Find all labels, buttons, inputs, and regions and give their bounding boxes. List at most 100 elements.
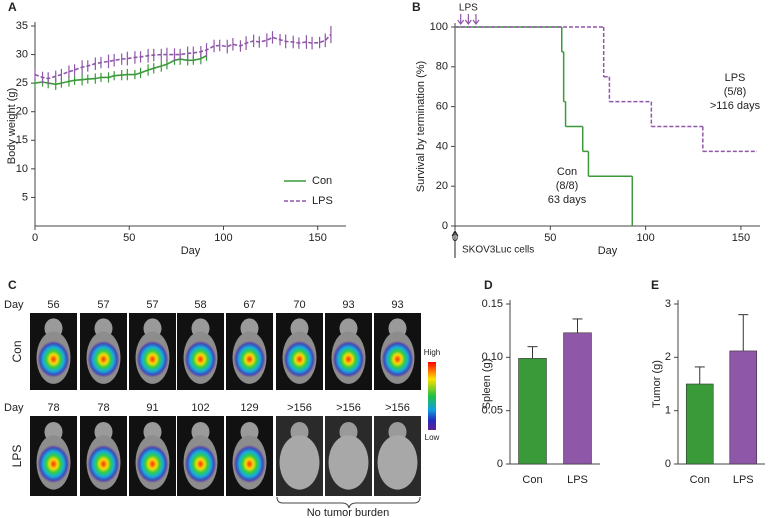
x-tick-label: 0 xyxy=(32,232,38,244)
bioluminescence xyxy=(233,444,266,484)
bioluminescence xyxy=(37,444,70,484)
y-tick-label: 3 xyxy=(665,298,671,310)
colorbar-high: High xyxy=(424,348,440,357)
day-value: 70 xyxy=(293,299,305,311)
y-tick-label: 0.10 xyxy=(482,351,503,363)
day-value: 67 xyxy=(243,299,255,311)
bioluminescence xyxy=(136,340,169,378)
y-axis-label: Tumor (g) xyxy=(651,360,663,408)
panel-label: A xyxy=(8,0,17,14)
series-line xyxy=(34,54,207,86)
y-tick-label: 35 xyxy=(16,20,28,32)
inoculation-label: SKOV3Luc cells xyxy=(462,245,534,256)
day-value: 102 xyxy=(191,402,209,414)
annotation: (8/8) xyxy=(556,180,579,192)
bioluminescence xyxy=(37,340,70,378)
day-value: 57 xyxy=(146,299,158,311)
y-tick-label: 60 xyxy=(436,101,448,113)
annotation: 63 days xyxy=(548,194,587,206)
panel-label: C xyxy=(8,278,17,292)
y-tick-label: 15 xyxy=(16,134,28,146)
day-value: 78 xyxy=(47,402,59,414)
day-value: 57 xyxy=(97,299,109,311)
series-line xyxy=(34,34,332,80)
image-panel: C High Low No tumor burden Day Con 56 57 57 5… xyxy=(4,278,440,518)
y-tick-label: 1 xyxy=(665,405,671,417)
bar xyxy=(685,383,714,465)
day-value: >156 xyxy=(287,402,312,414)
treatment-arrow xyxy=(457,14,465,25)
x-tick-label: Con xyxy=(522,474,542,486)
colorbar xyxy=(428,362,436,430)
day-value: 91 xyxy=(146,402,158,414)
day-value: 56 xyxy=(47,299,59,311)
y-tick-label: 20 xyxy=(16,106,28,118)
bioluminescence xyxy=(87,444,120,484)
bioluminescence xyxy=(184,444,217,484)
day-value: 93 xyxy=(342,299,354,311)
x-tick-label: 100 xyxy=(214,232,232,244)
y-tick-label: 0 xyxy=(497,458,503,470)
inoculation-arrow xyxy=(451,230,459,258)
x-axis-label: Day xyxy=(181,245,201,257)
y-tick-label: 0.15 xyxy=(482,298,503,310)
bioluminescence xyxy=(283,340,316,378)
day-label: Day xyxy=(4,402,24,414)
y-tick-label: 100 xyxy=(430,21,448,33)
y-tick-label: 20 xyxy=(436,180,448,192)
day-label: Day xyxy=(4,299,24,311)
x-tick-label: LPS xyxy=(567,474,588,486)
bar xyxy=(518,358,547,465)
group-label: LPS xyxy=(10,445,24,468)
mouse-body xyxy=(377,435,418,490)
panel-label: B xyxy=(412,0,421,14)
day-value: 58 xyxy=(194,299,206,311)
y-tick-label: 10 xyxy=(16,163,28,175)
bar xyxy=(563,332,592,465)
annotation: (5/8) xyxy=(724,86,747,98)
x-tick-label: 50 xyxy=(123,232,135,244)
y-axis-label: Spleen (g) xyxy=(481,359,493,410)
treatment-arrow xyxy=(464,14,472,25)
bar xyxy=(729,350,758,465)
x-axis-label: Day xyxy=(598,245,618,257)
day-value: 93 xyxy=(391,299,403,311)
x-tick-label: LPS xyxy=(733,474,754,486)
x-tick-label: 100 xyxy=(636,232,654,244)
y-tick-label: 2 xyxy=(665,351,671,363)
treatment-arrow xyxy=(472,14,480,25)
x-tick-label: Con xyxy=(690,474,710,486)
group-label: Con xyxy=(10,340,24,362)
bracket-label: No tumor burden xyxy=(307,507,390,518)
y-tick-label: 40 xyxy=(436,140,448,152)
x-tick-label: 150 xyxy=(732,232,750,244)
treatment-label: LPS xyxy=(459,3,478,14)
mouse-body xyxy=(328,435,369,490)
bioluminescence xyxy=(136,444,169,484)
panel-label: E xyxy=(651,278,659,292)
x-tick-label: 50 xyxy=(544,232,556,244)
mouse-body xyxy=(279,435,320,490)
day-value: >156 xyxy=(385,402,410,414)
y-tick-label: 5 xyxy=(22,191,28,203)
legend-label: LPS xyxy=(312,195,333,207)
y-tick-label: 0.05 xyxy=(482,405,503,417)
bracket xyxy=(276,496,421,509)
y-tick-label: 30 xyxy=(16,48,28,60)
x-tick-label: 150 xyxy=(309,232,327,244)
y-tick-label: 0 xyxy=(442,220,448,232)
colorbar-low: Low xyxy=(425,433,440,442)
day-value: 78 xyxy=(97,402,109,414)
annotation: LPS xyxy=(725,72,746,84)
y-tick-label: 25 xyxy=(16,77,28,89)
y-tick-label: 0 xyxy=(665,458,671,470)
panel-label: D xyxy=(484,278,493,292)
bioluminescence xyxy=(184,340,217,378)
day-value: 129 xyxy=(240,402,258,414)
y-axis-label: Survival by termination (%) xyxy=(415,61,427,192)
y-axis-label: Body weight (g) xyxy=(6,88,18,164)
bioluminescence xyxy=(332,340,365,378)
legend-label: Con xyxy=(312,175,332,187)
day-value: >156 xyxy=(336,402,361,414)
